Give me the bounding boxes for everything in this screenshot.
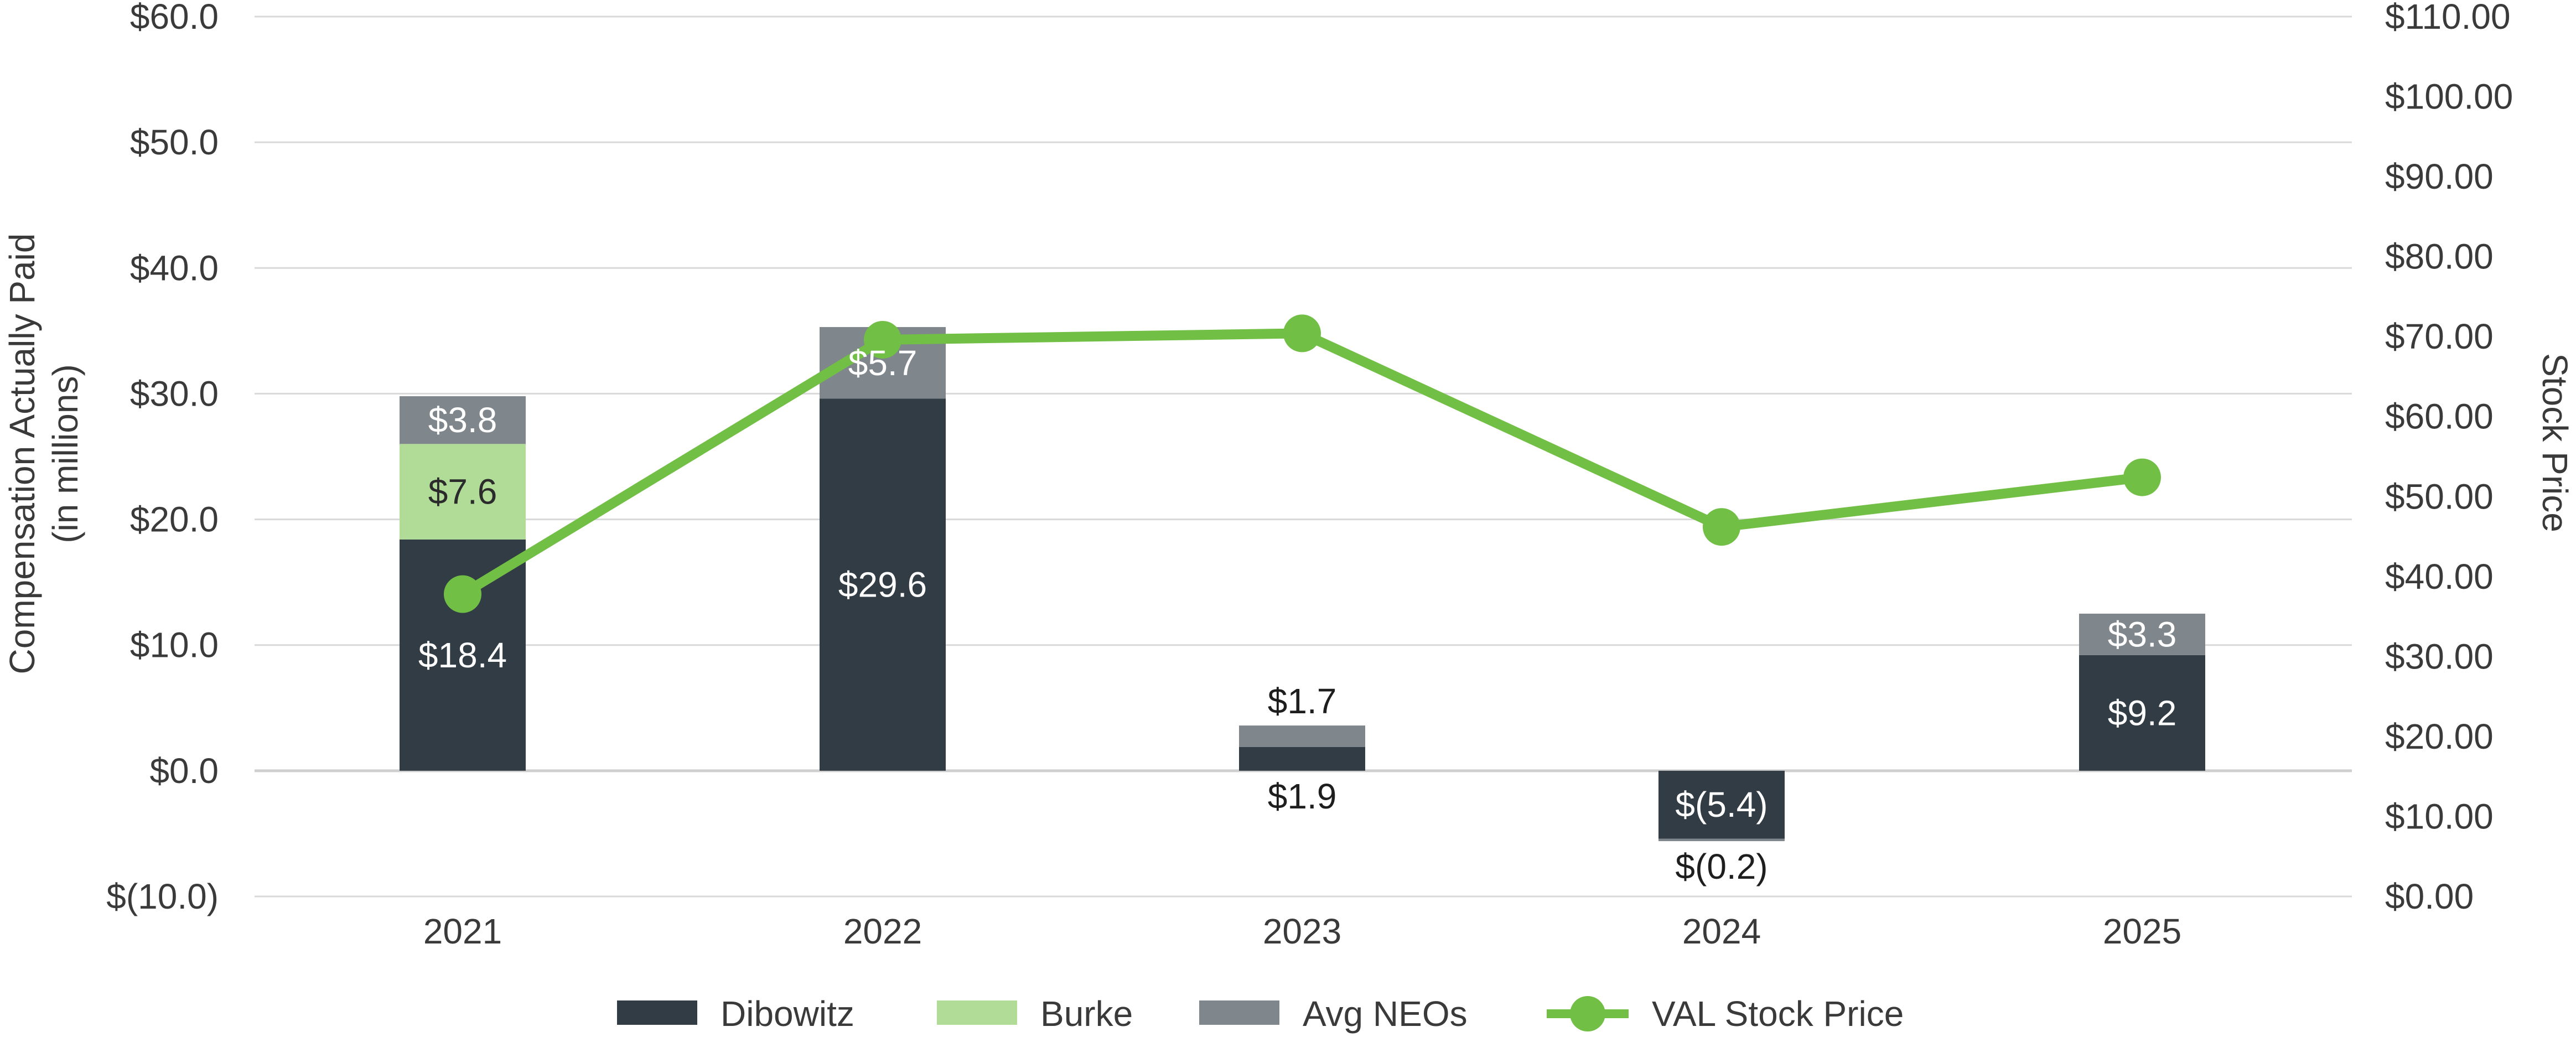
bar-dibowitz-2023: [1239, 746, 1365, 771]
line-layer: [444, 314, 2161, 613]
left-axis-tick-label: $30.0: [130, 374, 219, 413]
line-point-2022: [864, 320, 901, 359]
line-point-2021: [444, 575, 481, 613]
right-axis-tick-label: $40.00: [2385, 557, 2494, 597]
legend-label: VAL Stock Price: [1652, 994, 1904, 1034]
bar-dibowitz-2025: [2079, 655, 2205, 771]
left-axis-title-line1: Compensation Actually Paid: [2, 234, 42, 675]
labels-layer: $18.4 $7.6 $3.8 $29.6 $5.7 $1.9 $1.7 $(5.4) $(0.…: [418, 343, 2176, 886]
right-axis-tick-label: $110.00: [2385, 0, 2511, 37]
legend-marker: [1570, 996, 1605, 1031]
right-axis-tick-label: $80.00: [2385, 237, 2494, 277]
right-axis-tick-label: $0.00: [2385, 877, 2474, 916]
bar-dibowitz-2024: [1658, 770, 1785, 839]
bar-avg-neos-2023: [1239, 725, 1365, 747]
left-axis-tick-label: $60.0: [130, 0, 219, 37]
data-label: $3.8: [428, 400, 497, 440]
right-axis-tick-label: $30.00: [2385, 636, 2494, 676]
legend-swatch: [1199, 1000, 1279, 1025]
left-axis-tick-label: $0.0: [149, 751, 219, 791]
line-point-2023: [1283, 314, 1321, 352]
axes-layer: $(10.0) $0.0 $10.0 $20.0 $30.0 $40.0 $50.0 $60.…: [2, 0, 2575, 951]
data-label: $9.2: [2108, 693, 2177, 733]
bar-burke-2021: [400, 444, 526, 540]
right-axis-tick-label: $90.00: [2385, 157, 2494, 196]
right-axis-tick-label: $60.00: [2385, 397, 2494, 437]
left-axis-title: Compensation Actually Paid(in millions): [2, 234, 85, 675]
left-axis-tick-label: $50.0: [130, 122, 219, 162]
x-axis-tick-label: 2023: [1263, 911, 1341, 951]
line-val-stock-price: [458, 328, 2147, 599]
line-point-2025: [2123, 458, 2161, 496]
left-axis-tick-label: $40.0: [130, 248, 219, 288]
left-axis-tick-label: $10.0: [130, 625, 219, 665]
data-label: $1.9: [1268, 776, 1337, 816]
right-axis-title: Stock Price: [2535, 353, 2575, 532]
right-axis-tick-label: $50.00: [2385, 476, 2494, 516]
left-axis-tick-label: $(10.0): [106, 877, 219, 916]
data-label: $29.6: [838, 565, 927, 605]
data-label: $7.6: [428, 472, 497, 512]
x-axis-tick-label: 2024: [1682, 911, 1761, 951]
bar-dibowitz-2022: [820, 398, 946, 771]
grid-layer: [255, 15, 2352, 898]
left-axis-tick-label: $20.0: [130, 500, 219, 540]
legend-label: Burke: [1040, 994, 1133, 1034]
data-label: $(0.2): [1675, 847, 1768, 886]
data-label: $1.7: [1268, 681, 1337, 721]
data-label: $(5.4): [1675, 785, 1768, 825]
bar-avg-neos-2024: [1658, 838, 1785, 842]
right-axis-tick-label: $20.00: [2385, 717, 2494, 756]
bars-layer: [400, 327, 2205, 842]
x-axis-tick-label: 2022: [843, 911, 922, 951]
legend-swatch: [617, 1000, 697, 1025]
right-axis-tick-label: $70.00: [2385, 317, 2494, 356]
right-axis-tick-label: $10.00: [2385, 796, 2494, 836]
bar-avg-neos-2021: [400, 396, 526, 444]
data-label: $5.7: [848, 343, 918, 383]
data-label: $18.4: [418, 635, 507, 675]
line-point-2024: [1703, 508, 1740, 546]
data-label: $3.3: [2108, 614, 2177, 654]
legend-label: Dibowitz: [721, 994, 854, 1034]
x-axis-tick-label: 2025: [2103, 911, 2181, 951]
legend-layer: Dibowitz Burke Avg NEOs VAL Stock Price: [617, 994, 1904, 1034]
bar-avg-neos-2025: [2079, 613, 2205, 655]
right-axis-tick-label: $100.00: [2385, 77, 2513, 117]
left-axis-title-line2: (in millions): [45, 364, 85, 543]
legend-label: Avg NEOs: [1303, 994, 1468, 1034]
x-axis-tick-label: 2021: [423, 911, 502, 951]
legend-swatch: [937, 1000, 1017, 1025]
